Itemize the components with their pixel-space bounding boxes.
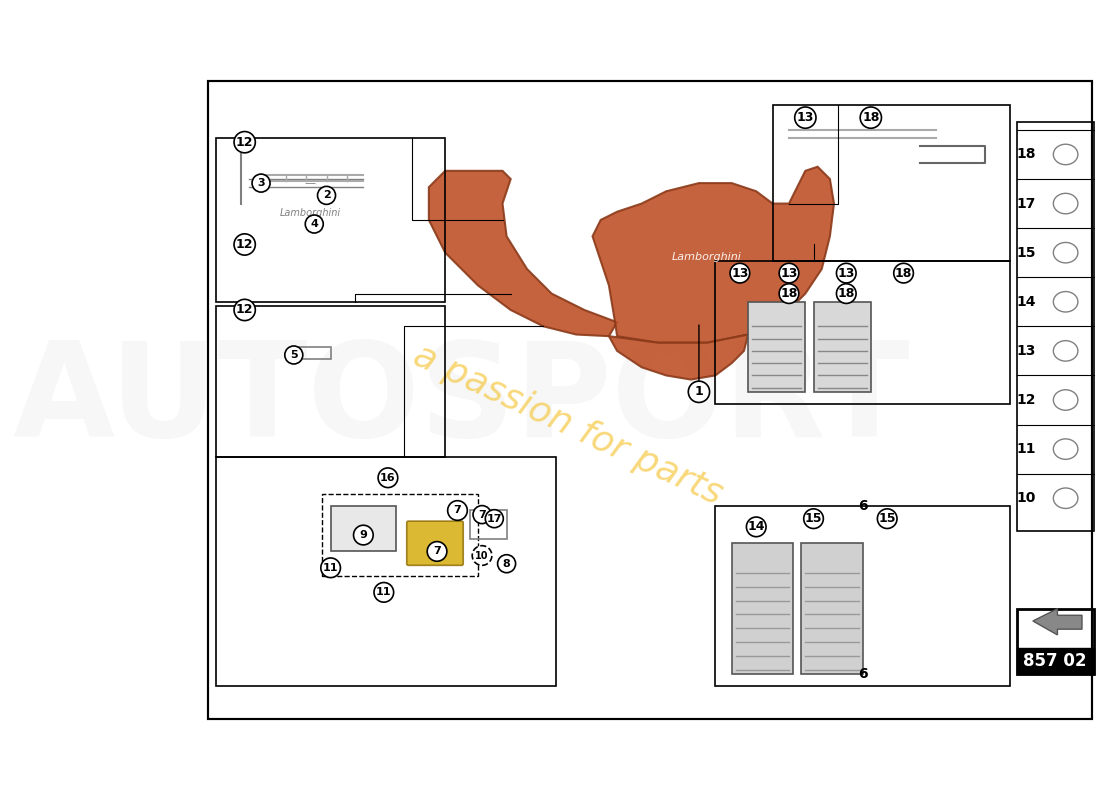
Bar	[216, 306, 446, 458]
Text: 18: 18	[895, 266, 912, 280]
Circle shape	[497, 554, 516, 573]
Bar	[801, 543, 862, 674]
Bar	[715, 506, 1010, 686]
Text: 9: 9	[360, 530, 367, 540]
Text: 5: 5	[290, 350, 298, 360]
Bar	[470, 510, 507, 539]
Circle shape	[252, 174, 271, 192]
Text: 17: 17	[1016, 197, 1036, 210]
Circle shape	[893, 263, 913, 283]
Text: 18: 18	[862, 111, 880, 124]
Text: 15: 15	[879, 512, 895, 525]
Bar	[298, 346, 331, 359]
Circle shape	[234, 131, 255, 153]
Text: a passion for parts: a passion for parts	[408, 338, 728, 511]
Text: 11: 11	[323, 562, 339, 573]
Circle shape	[836, 284, 856, 303]
Bar	[331, 506, 396, 551]
Bar	[748, 302, 805, 392]
Circle shape	[747, 517, 766, 537]
Circle shape	[305, 215, 323, 233]
Text: 11: 11	[376, 587, 392, 598]
Text: 12: 12	[235, 136, 253, 149]
Circle shape	[378, 468, 398, 487]
Circle shape	[472, 546, 492, 566]
Text: Lamborghini: Lamborghini	[672, 252, 743, 262]
Text: 15: 15	[1016, 246, 1036, 260]
Text: 12: 12	[235, 303, 253, 317]
Text: 18: 18	[1016, 147, 1036, 162]
Bar	[216, 138, 446, 302]
Text: 18: 18	[780, 287, 798, 300]
Text: 13: 13	[1016, 344, 1036, 358]
Text: 857 02: 857 02	[1023, 652, 1087, 670]
Text: —: —	[305, 178, 316, 188]
FancyBboxPatch shape	[407, 521, 463, 566]
Bar	[732, 543, 793, 674]
Bar	[715, 261, 1010, 404]
Circle shape	[730, 263, 750, 283]
Circle shape	[485, 510, 504, 528]
Text: 10: 10	[1016, 491, 1036, 506]
Text: Lamborghini: Lamborghini	[279, 208, 341, 218]
Circle shape	[779, 263, 799, 283]
Circle shape	[689, 381, 710, 402]
Text: 14: 14	[1016, 294, 1036, 309]
Text: 7: 7	[478, 510, 486, 519]
Circle shape	[448, 501, 468, 520]
Polygon shape	[429, 171, 617, 336]
Bar	[772, 106, 1010, 261]
Text: 8: 8	[503, 558, 510, 569]
Text: 13: 13	[796, 111, 814, 124]
Text: 11: 11	[1016, 442, 1036, 456]
Circle shape	[234, 299, 255, 321]
Circle shape	[234, 234, 255, 255]
Text: 10: 10	[475, 550, 488, 561]
Polygon shape	[593, 166, 834, 342]
Text: 17: 17	[486, 514, 502, 524]
Text: 14: 14	[748, 520, 764, 534]
Circle shape	[860, 107, 881, 128]
Text: 13: 13	[732, 266, 749, 280]
Bar	[1016, 122, 1094, 531]
Text: 13: 13	[837, 266, 855, 280]
Circle shape	[804, 509, 824, 529]
Text: 2: 2	[322, 190, 330, 200]
Circle shape	[374, 582, 394, 602]
Circle shape	[473, 506, 491, 523]
Polygon shape	[1033, 609, 1082, 635]
Text: 3: 3	[257, 178, 265, 188]
Text: 12: 12	[1016, 393, 1036, 407]
Circle shape	[318, 186, 336, 204]
Bar	[814, 302, 871, 392]
Bar	[1016, 609, 1094, 674]
Circle shape	[427, 542, 447, 562]
Circle shape	[794, 107, 816, 128]
Bar	[216, 458, 556, 686]
Text: 13: 13	[780, 266, 798, 280]
Text: 7: 7	[453, 506, 461, 515]
Text: 7: 7	[433, 546, 441, 557]
Text: 1: 1	[694, 386, 703, 398]
Text: 18: 18	[837, 287, 855, 300]
Circle shape	[321, 558, 340, 578]
Text: 4: 4	[310, 219, 318, 229]
Text: 16: 16	[381, 473, 396, 482]
Text: 15: 15	[805, 512, 823, 525]
Circle shape	[779, 284, 799, 303]
Bar	[322, 494, 477, 576]
Circle shape	[878, 509, 896, 529]
Circle shape	[353, 526, 373, 545]
Text: 12: 12	[235, 238, 253, 251]
Circle shape	[285, 346, 303, 364]
Text: 6: 6	[858, 499, 868, 514]
Text: 6: 6	[858, 667, 868, 681]
Text: AUTOSPORT: AUTOSPORT	[13, 337, 911, 463]
Circle shape	[836, 263, 856, 283]
Polygon shape	[609, 334, 748, 379]
Bar	[1016, 648, 1094, 674]
